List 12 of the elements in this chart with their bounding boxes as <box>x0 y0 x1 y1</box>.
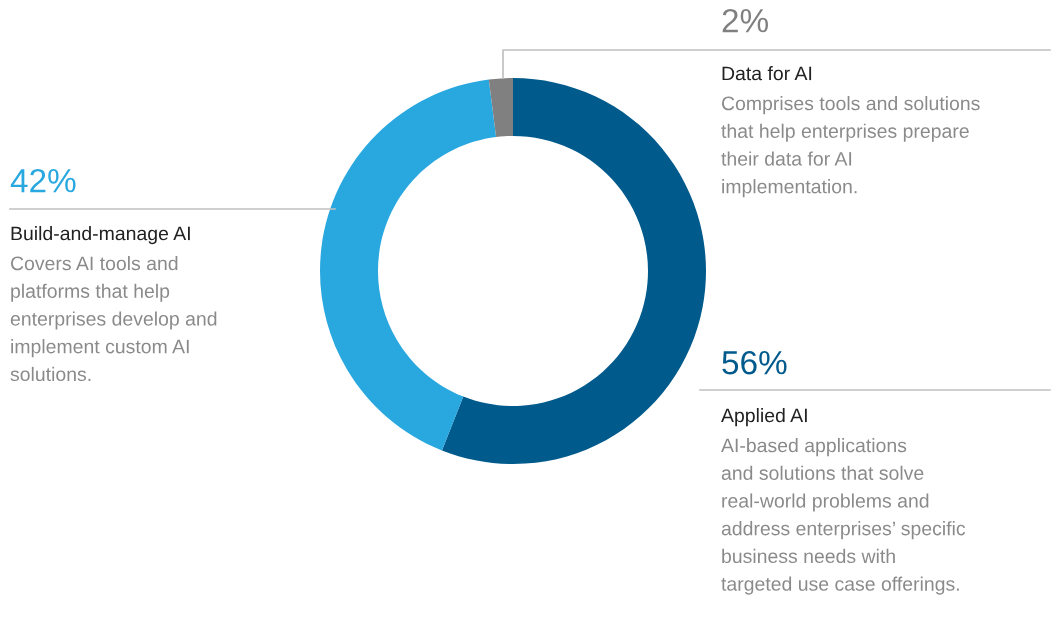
donut-slice <box>488 78 513 138</box>
slice-label: Build-and-manage AI <box>11 226 190 245</box>
data-label: 56% <box>722 350 787 375</box>
text: AI-based applications and solutions that solve real-world problems and address enterprises’ specific business needs with targeted use case offerings. <box>721 438 966 595</box>
data-label: 42% <box>10 168 76 193</box>
data-label: 2% <box>722 8 768 33</box>
slice-label: Data for AI <box>722 66 812 81</box>
text: Covers AI tools and platforms that help enterprises develop and implement custom AI solutions. <box>10 256 217 382</box>
slice-label: Applied AI <box>721 408 807 427</box>
donut-slice <box>441 78 706 464</box>
donut-slice <box>320 79 497 451</box>
text: Comprises tools and solutions that help enterprises prepare their data for AI implementation. <box>721 96 980 198</box>
